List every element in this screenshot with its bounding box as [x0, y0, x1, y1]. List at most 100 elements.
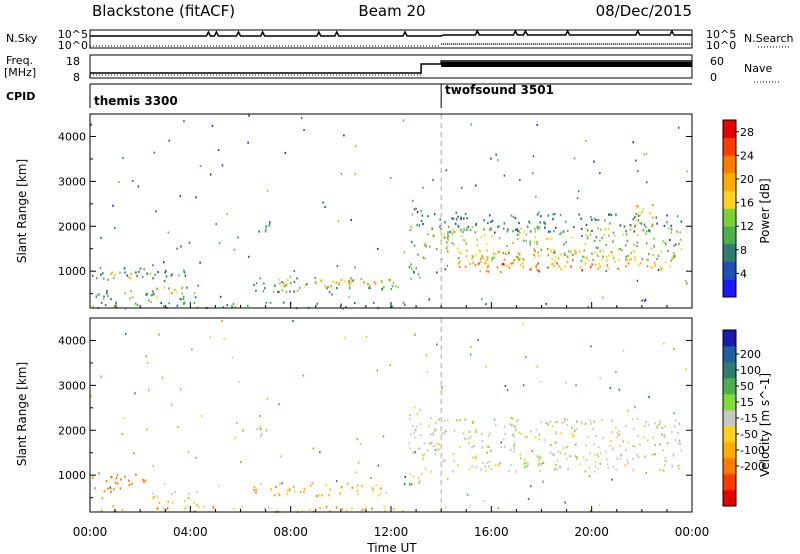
panel-1-region-5-cell	[554, 468, 556, 471]
colorbar-1-tick-label: 15	[740, 396, 754, 409]
panel-1-region-5-cell	[443, 431, 445, 434]
panel-0-region-7-cell	[160, 301, 162, 305]
panel-1-region-5-cell	[538, 462, 540, 465]
panel-0-region-10-cell	[547, 214, 550, 217]
nave-label: Nave	[744, 62, 772, 75]
panel-0-region-12-cell	[584, 262, 587, 265]
panel-1-region-5-cell	[648, 423, 650, 426]
panel-0-region-11-cell	[525, 233, 528, 236]
panel-1-scatter-point	[539, 380, 542, 383]
panel-0-scatter-point	[300, 117, 303, 120]
panel-0-scatter-point	[503, 174, 506, 177]
panel-1-region-2-cell	[377, 494, 380, 497]
panel-1-region-5-cell	[585, 444, 587, 447]
panel-0-region-4-cell	[106, 290, 108, 293]
panel-0-scatter-point	[199, 164, 202, 167]
panel-1-region-5-cell	[573, 434, 576, 437]
panel-0-region-5-cell	[389, 279, 391, 282]
panel-0-scatter-point	[402, 119, 405, 122]
panel-1-region-0-cell	[110, 490, 112, 493]
panel-0-region-6-cell	[344, 280, 346, 283]
panel-0-region-5-cell	[369, 287, 371, 290]
panel-0-region-9-cell	[411, 267, 413, 270]
panel-1-region-5-cell	[523, 458, 526, 461]
panel-0-region-12-cell	[560, 267, 562, 270]
panel-0-region-2-cell	[156, 287, 158, 290]
panel-0-region-10-cell	[451, 217, 453, 220]
panel-1-region-5-cell	[573, 430, 576, 433]
panel-1-region-5-cell	[490, 449, 493, 452]
panel-1-region-5-cell	[625, 448, 628, 451]
panel-0-region-13-cell	[570, 265, 572, 268]
panel-0-region-7-cell	[115, 301, 117, 304]
panel-1-region-0-cell	[111, 476, 113, 479]
panel-1-region-3-cell	[301, 510, 304, 513]
panel-0-region-11-cell	[671, 257, 673, 260]
panel-0-region-14-cell	[641, 211, 644, 214]
panel-0-region-11-cell	[563, 252, 566, 255]
panel-0-region-11-cell	[518, 234, 520, 237]
panel-0-region-12-cell	[650, 266, 653, 269]
panel-1-region-2-cell	[379, 487, 382, 490]
panel-0-region-11-cell	[593, 239, 596, 242]
panel-1-region-2-cell	[356, 484, 359, 487]
panel-0-scatter-point	[354, 173, 356, 176]
panel-0-region-11-cell	[550, 237, 553, 240]
panel-0-region-11-cell	[559, 233, 561, 236]
panel-0-region-13-cell	[536, 268, 538, 271]
colorbar-1-swatch	[723, 362, 736, 379]
panel-1-scatter-point	[146, 362, 149, 364]
panel-0-region-9-cell	[410, 225, 413, 228]
panel-0-region-5-cell	[381, 287, 383, 290]
panel-1-scatter-point	[527, 497, 530, 500]
panel-1-region-5-cell	[656, 426, 658, 429]
panel-1-region-5-cell	[555, 441, 558, 444]
panel-1-scatter-point	[146, 428, 148, 431]
panel-0-region-9-cell	[417, 273, 420, 276]
panel-1-scatter-point	[356, 438, 358, 441]
panel-1-scatter-point	[280, 455, 282, 458]
panel-0-region-4-cell	[95, 295, 98, 298]
panel-1-region-3-cell	[157, 507, 159, 510]
panel-1-region-5-cell	[654, 444, 656, 447]
panel-0-region-7-cell	[168, 302, 170, 305]
panel-1-region-5-cell	[493, 418, 496, 421]
panel-0-region-10-cell	[634, 216, 636, 219]
panel-0-region-10-cell	[510, 214, 513, 217]
panel-0-region-5-cell	[350, 277, 353, 280]
panel-0-region-14-cell	[636, 219, 638, 222]
panel-0-region-11-cell	[519, 257, 522, 260]
panel-0-region-12-cell	[505, 265, 508, 268]
panel-0-region-11-cell	[618, 258, 620, 261]
panel-1-scatter-point	[506, 389, 509, 392]
panel-0-scatter-point	[581, 235, 583, 238]
panel-0-scatter-point	[91, 274, 94, 277]
panel-0-region-12-cell	[597, 267, 599, 270]
panel-1-region-5-cell	[561, 422, 564, 425]
panel-0-region-11-cell	[525, 240, 527, 243]
panel-0-region-10-cell	[469, 228, 472, 231]
panel-1-region-5-cell	[441, 432, 444, 435]
colorbar-0-tick-label: 20	[740, 173, 754, 186]
panel-0-region-11-cell	[463, 239, 465, 242]
panel-1-region-2-cell	[347, 482, 349, 485]
panel-0-region-10-cell	[625, 230, 627, 233]
panel-0-region-11-cell	[621, 249, 623, 252]
panel-1-scatter-point	[278, 403, 280, 406]
panel-0-region-11-cell	[451, 241, 453, 244]
panel-1-scatter-point	[145, 355, 147, 358]
panel-0-region-7-cell	[232, 302, 235, 306]
panel-0-region-12-cell	[496, 266, 499, 269]
panel-0-region-12-cell	[598, 262, 600, 266]
panel-0-region-0-cell	[171, 273, 173, 276]
panel-0-region-11-cell	[484, 233, 486, 236]
panel-0-scatter-point	[355, 145, 357, 148]
panel-0-region-11-cell	[629, 228, 632, 231]
panel-1-region-5-cell	[467, 437, 470, 440]
panel-1-region-5-cell	[657, 423, 660, 426]
panel-1-region-0-cell	[103, 490, 106, 493]
panel-1-region-3-cell	[183, 507, 186, 510]
panel-0-region-11-cell	[565, 241, 567, 244]
panel-0-scatter-point	[209, 173, 212, 176]
panel-1-scatter-point	[469, 504, 471, 507]
